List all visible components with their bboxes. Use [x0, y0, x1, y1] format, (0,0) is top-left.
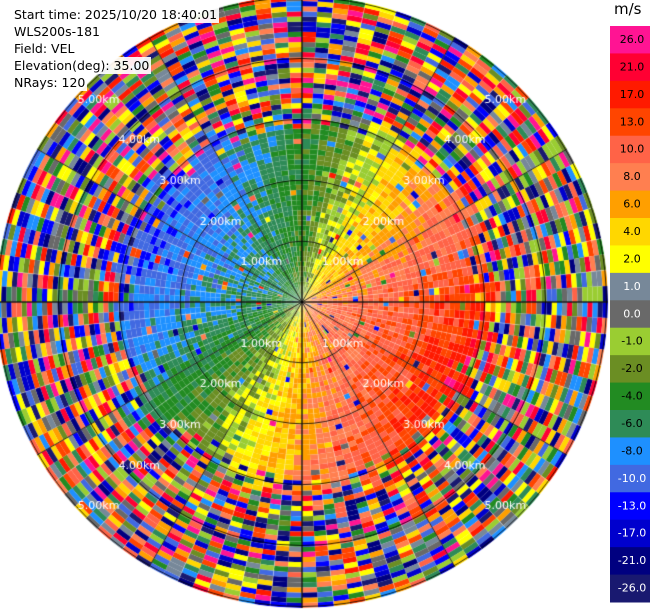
colorbar-tick-label: -8.0 — [621, 444, 642, 457]
colorbar-swatch — [610, 135, 650, 164]
colorbar-swatch — [610, 26, 650, 54]
field-text: Field: VEL — [12, 40, 77, 57]
colorbar-tick-label: 8.0 — [623, 170, 641, 183]
colorbar-swatch — [610, 492, 650, 521]
colorbar-swatch — [610, 245, 650, 274]
colorbar-swatch — [610, 464, 650, 493]
colorbar-swatch — [610, 80, 650, 109]
colorbar-swatch — [610, 410, 650, 438]
colorbar-tick-label: -4.0 — [621, 390, 642, 403]
colorbar-tick-label: -13.0 — [618, 499, 646, 512]
colorbar-tick-label: 0.0 — [623, 307, 641, 320]
scan-info-panel: Start time: 2025/10/20 18:40:01 WLS200s-… — [12, 6, 220, 91]
colorbar-tick-label: -1.0 — [621, 335, 642, 348]
colorbar-tick-label: 6.0 — [623, 198, 641, 211]
colorbar-swatch — [610, 163, 650, 192]
elevation-text: Elevation(deg): 35.00 — [12, 57, 152, 74]
colorbar-swatch — [610, 574, 650, 603]
colorbar-tick-label: -17.0 — [618, 527, 646, 540]
colorbar-tick-label: 1.0 — [623, 280, 641, 293]
colorbar-swatch — [610, 519, 650, 548]
colorbar-swatch — [610, 190, 650, 219]
colorbar-swatch — [610, 272, 650, 301]
colorbar-tick-label: -10.0 — [618, 472, 646, 485]
colorbar-tick-label: -6.0 — [621, 417, 642, 430]
start-time-text: Start time: 2025/10/20 18:40:01 — [12, 6, 220, 23]
colorbar-swatch — [610, 437, 650, 466]
colorbar-swatch — [610, 547, 650, 576]
colorbar-swatch — [610, 108, 650, 137]
colorbar-tick-label: 4.0 — [623, 225, 641, 238]
instrument-text: WLS200s-181 — [12, 23, 102, 40]
colorbar-swatch — [610, 355, 650, 384]
colorbar-swatch — [610, 382, 650, 411]
colorbar-tick-label: 13.0 — [620, 115, 645, 128]
colorbar-tick-label: -21.0 — [618, 554, 646, 567]
colorbar-swatch — [610, 53, 650, 82]
colorbar-tick-label: 21.0 — [620, 60, 645, 73]
colorbar-tick-label: 17.0 — [620, 88, 645, 101]
colorbar-tick-label: 26.0 — [620, 33, 645, 46]
colorbar-tick-label: 10.0 — [620, 143, 645, 156]
nrays-text: NRays: 120 — [12, 74, 88, 91]
colorbar-unit: m/s — [614, 0, 642, 18]
colorbar-tick-label: 2.0 — [623, 252, 641, 265]
colorbar-swatch — [610, 327, 650, 356]
colorbar-tick-label: -26.0 — [618, 582, 646, 595]
colorbar-tick-label: -2.0 — [621, 362, 642, 375]
colorbar-swatch — [610, 218, 650, 246]
colorbar-swatch — [610, 300, 650, 329]
